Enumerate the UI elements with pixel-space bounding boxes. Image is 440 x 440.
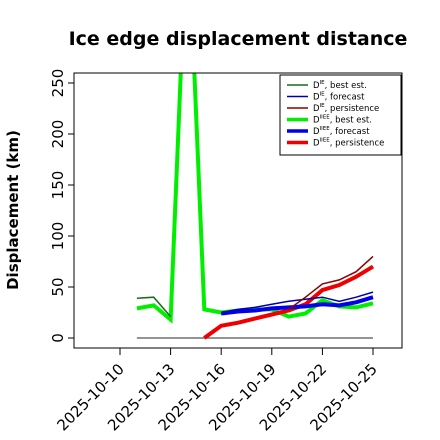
- series-line-5: [203, 264, 375, 340]
- series-line-1: [221, 291, 374, 314]
- legend-entry: DIE, persistence: [313, 103, 379, 114]
- series-line-2: [288, 255, 374, 311]
- legend-entry: DIIEE, forecast: [313, 126, 370, 137]
- y-tick-label: 100: [49, 222, 67, 251]
- y-tick-label: 200: [49, 120, 67, 149]
- y-tick-label: 0: [49, 333, 67, 343]
- series-line-0: [136, 296, 172, 318]
- x-axis: 2025-10-102025-10-132025-10-162025-10-19…: [53, 347, 381, 434]
- legend-entry: DIE, best est.: [313, 80, 367, 91]
- legend-entry: DIIEE, best est.: [313, 115, 372, 126]
- y-axis: 0 50 100 150 200 250: [49, 69, 75, 343]
- y-tick-label: 50: [49, 277, 67, 296]
- y-tick-label: 150: [49, 171, 67, 200]
- y-axis-label: Displacement (km): [4, 130, 22, 290]
- legend-entry: DIIEE, persistence: [313, 138, 384, 149]
- chart-title: Ice edge displacement distance: [69, 28, 408, 50]
- y-tick-label: 250: [49, 69, 67, 98]
- legend-entry: DIE, forecast: [313, 92, 365, 103]
- series-layer: [136, 73, 375, 340]
- series-line-4: [220, 295, 374, 316]
